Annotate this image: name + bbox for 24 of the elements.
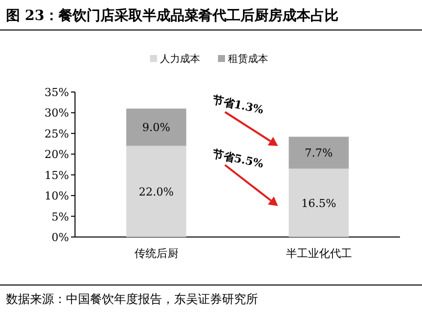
source-note: 数据来源：中国餐饮年度报告，东吴证券研究所 [6,292,258,306]
data-label: 9.0% [142,121,170,134]
y-tick-label: 10% [44,190,69,203]
data-label: 16.5% [301,196,336,210]
y-tick-label: 20% [44,148,69,162]
y-tick-label: 25% [44,127,69,140]
annotation: 节省5.5% [210,147,266,171]
bar [288,168,349,237]
y-tick-label: 5% [52,210,69,224]
y-tick-label: 0% [52,231,69,244]
legend-label: 租赁成本 [228,53,268,65]
legend-label: 人力成本 [160,53,200,65]
annotation: 节省1.3% [210,93,266,117]
chart-title: 图 23：餐饮门店采取半成品菜肴代工后厨房成本占比 [6,7,338,24]
y-tick-label: 30% [44,106,69,120]
data-label: 22.0% [138,185,174,198]
y-tick-label: 15% [44,168,69,182]
y-tick-label: 35% [44,86,69,99]
bar [126,146,186,237]
bar [126,108,186,146]
bar [288,136,349,169]
x-tick-label: 半工业化代工 [286,247,352,260]
x-tick-label: 传统后厨 [134,247,178,260]
data-label: 7.7% [304,146,333,160]
